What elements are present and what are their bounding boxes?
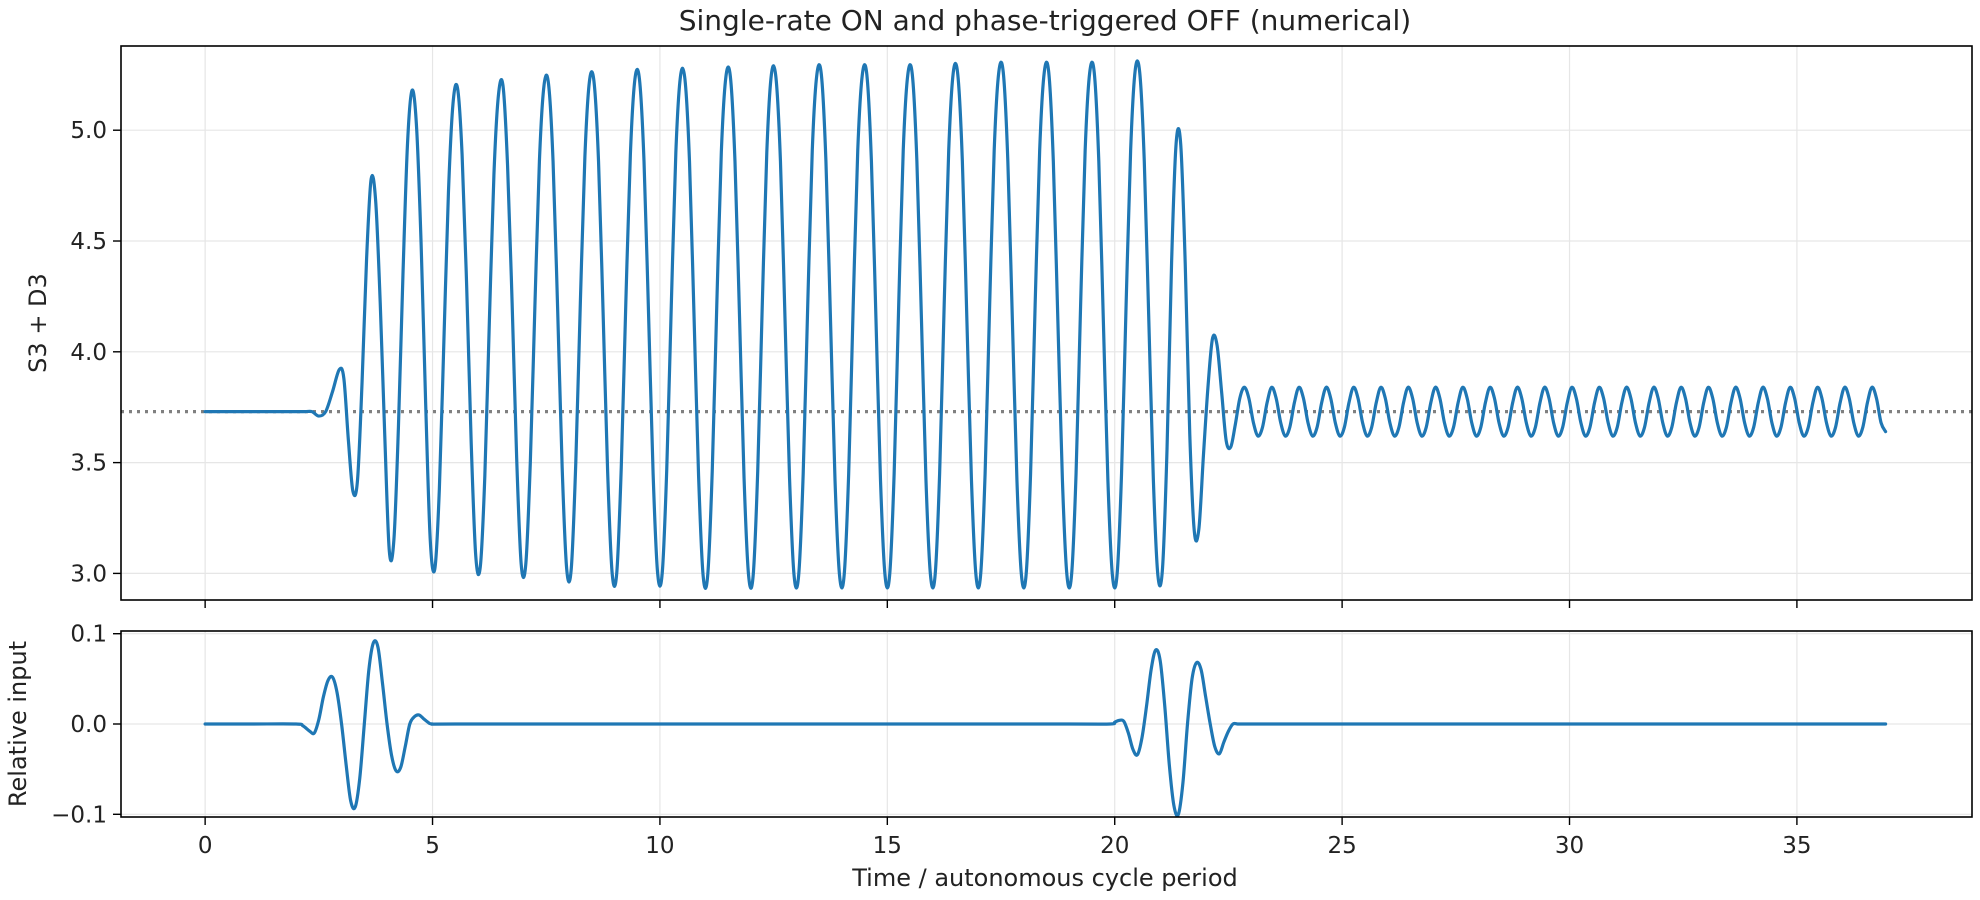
bottom-series-group	[203, 639, 1888, 818]
y-tick-label: 5.0	[70, 118, 107, 144]
y-tick-label: 4.5	[70, 229, 107, 255]
y-tick-label: −0.1	[51, 802, 107, 828]
y-tick-label: 4.0	[70, 340, 107, 366]
x-tick-label: 35	[1782, 833, 1811, 859]
top-y-axis-label: S3 + D3	[24, 273, 52, 373]
y-tick-label: 0.0	[70, 712, 107, 738]
top-grid	[121, 46, 1972, 600]
x-tick-label: 15	[873, 833, 902, 859]
bottom-x-ticks: 0 5 10 15 20 25 30 35	[198, 817, 1812, 859]
bottom-y-axis-label: Relative input	[4, 641, 32, 807]
y-tick-label: 0.1	[70, 622, 107, 648]
x-axis-label: Time / autonomous cycle period	[851, 864, 1238, 892]
x-tick-label: 0	[198, 833, 213, 859]
chart-title: Single-rate ON and phase-triggered OFF (…	[679, 4, 1411, 37]
y-tick-label: 3.0	[70, 561, 107, 587]
bottom-y-ticks: −0.1 0.0 0.1	[51, 622, 121, 828]
y-tick-label: 3.5	[70, 451, 107, 477]
series-line	[203, 59, 1888, 590]
x-tick-label: 25	[1327, 833, 1356, 859]
top-y-ticks: 3.0 3.5 4.0 4.5 5.0	[70, 118, 121, 587]
x-tick-label: 5	[425, 833, 440, 859]
top-x-ticks	[204, 600, 1798, 608]
x-tick-label: 30	[1555, 833, 1584, 859]
x-tick-label: 10	[645, 833, 674, 859]
bottom-panel: 0 5 10 15 20 25 30 35 −0.1 0.0 0.1 Relative input…	[4, 622, 1973, 892]
top-series-group	[203, 59, 1888, 590]
x-tick-label: 20	[1100, 833, 1129, 859]
series-line	[203, 639, 1888, 818]
top-axes-frame	[120, 45, 1973, 601]
top-panel: 3.0 3.5 4.0 4.5 5.0 S3 + D3	[24, 45, 1973, 608]
